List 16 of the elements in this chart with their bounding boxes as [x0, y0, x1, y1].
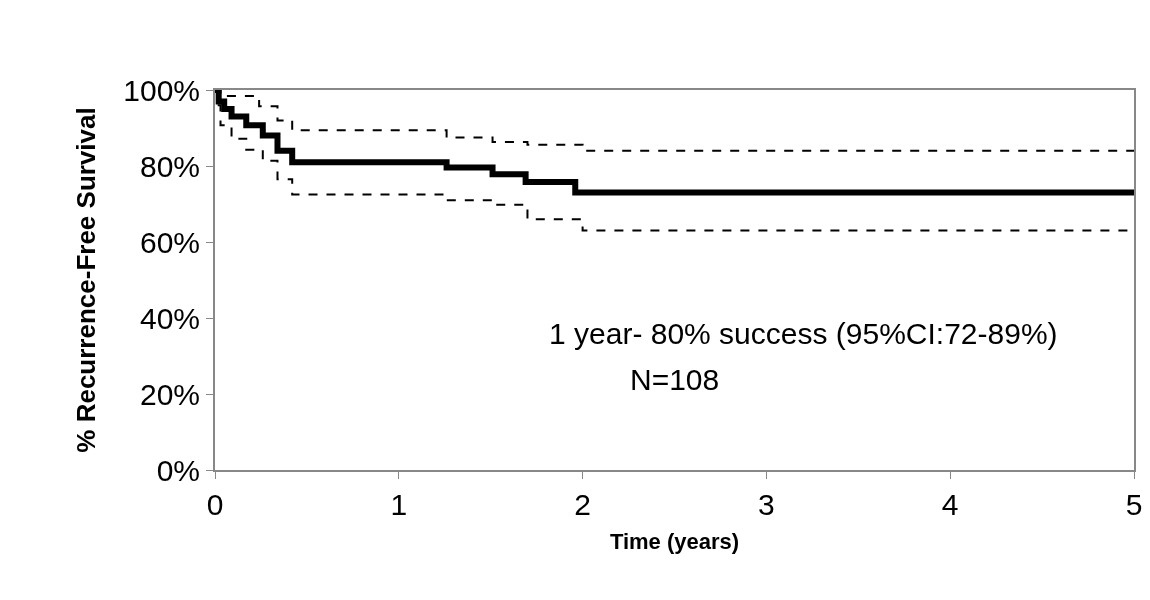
x-tick-label: 0 [206, 488, 224, 521]
annotation: N=108 [630, 363, 720, 396]
y-tick-label: 100% [123, 73, 200, 107]
annotation: 1 year- 80% success (95%CI:72-89%) [549, 317, 1058, 350]
x-axis-title: Time (years) [609, 529, 740, 555]
x-tick-label: 1 [390, 488, 408, 521]
y-tick-label: 0% [156, 453, 200, 487]
y-tick-label: 60% [139, 225, 200, 259]
y-tick-label: 20% [139, 377, 200, 411]
x-tick-label: 2 [574, 488, 591, 521]
y-tick-label: 40% [139, 301, 200, 335]
x-tick-label: 4 [941, 488, 959, 521]
x-tick-label: 3 [758, 488, 775, 521]
x-tick-label: 5 [1125, 488, 1143, 521]
y-axis-title: % Recurrence-Free Survival [71, 107, 102, 453]
y-tick-label: 80% [139, 149, 200, 183]
